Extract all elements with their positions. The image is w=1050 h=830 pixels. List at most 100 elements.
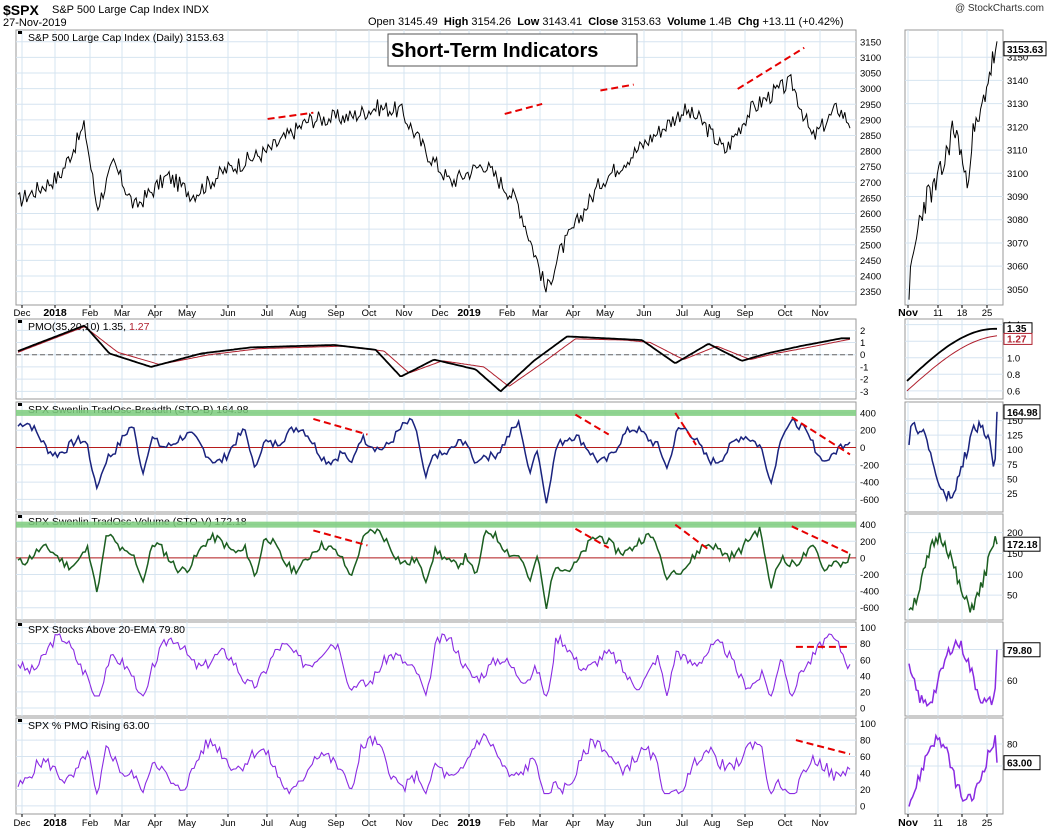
x-axis-label-top: Sep [328, 308, 345, 319]
x-axis-label-bottom: May [178, 818, 196, 829]
last-value-badge [1003, 755, 1041, 771]
last-value-badge [1003, 404, 1041, 420]
pane-5: 1008060402008060SPX % PMO Rising 63.0063… [15, 717, 1041, 815]
last-value: 63.00 [1007, 759, 1032, 770]
y-tick-label: 2350 [860, 287, 881, 298]
y-tick-label: 40 [860, 671, 871, 682]
x-axis-label-top: Nov [396, 308, 413, 319]
chart-date: 27-Nov-2019 [3, 17, 67, 29]
divergence-line [504, 102, 543, 115]
side-x-axis-label-bottom: Nov [898, 817, 918, 829]
last-value-badge [1003, 536, 1041, 552]
x-axis-label-bottom: May [596, 818, 614, 829]
side-y-tick-label: 3120 [1007, 122, 1028, 133]
y-tick-label: 0 [860, 801, 865, 812]
y-tick-label: 80 [860, 639, 871, 650]
y-tick-label: 40 [860, 768, 871, 779]
side-x-axis-label-top: 18 [957, 308, 968, 319]
x-axis-label-top: Oct [778, 308, 793, 319]
last-price-value: 3153.63 [1007, 45, 1044, 56]
x-axis-label-bottom: Jun [220, 818, 235, 829]
divergence-line [313, 418, 368, 436]
side-x-axis-label-top: 11 [933, 308, 943, 319]
oscillator-line [17, 633, 851, 698]
y-tick-label: 0 [860, 553, 865, 564]
x-axis-label-top: Apr [566, 308, 581, 319]
overbought-band [16, 409, 856, 416]
side-y-tick-label: 3050 [1007, 285, 1028, 296]
y-tick-label: 0 [860, 350, 865, 361]
y-tick-label: 2550 [860, 225, 881, 236]
x-axis-label-bottom: Sep [328, 818, 345, 829]
pane-title: PMO(35,20,10) 1.35, 1.27 [18, 320, 150, 333]
y-tick-label: 400 [860, 408, 876, 419]
x-axis-label-top: Jul [676, 308, 688, 319]
x-axis-label-top: Jul [261, 308, 273, 319]
oscillator-line [17, 526, 851, 610]
pane-title-text: SPX % PMO Rising 63.00 [28, 720, 150, 732]
x-axis-label-bottom: Nov [812, 818, 829, 829]
pane-title-text: SPX Stocks Above 20-EMA 79.80 [28, 624, 185, 636]
pane-frame [15, 621, 857, 717]
y-tick-label: 2500 [860, 240, 881, 251]
y-tick-label: 100 [860, 623, 876, 634]
x-axis-label-bottom: Feb [499, 818, 515, 829]
pane-frame [15, 513, 857, 621]
side-y-tick-label: 1.0 [1007, 353, 1020, 364]
side-y-tick-label: 80 [1007, 740, 1018, 751]
x-axis-label-top: Aug [290, 308, 307, 319]
pane-title-signal: 1.27 [126, 321, 150, 333]
y-tick-label: 2800 [860, 147, 881, 158]
y-tick-label: 200 [860, 426, 876, 437]
divergence-line [791, 416, 851, 456]
x-axis-label-bottom: Dec [14, 818, 31, 829]
side-y-tick-label: 3140 [1007, 76, 1028, 87]
last-value: 164.98 [1007, 408, 1038, 419]
x-axis-label-bottom: Jun [636, 818, 651, 829]
y-tick-label: 3150 [860, 37, 881, 48]
y-tick-label: 3100 [860, 53, 881, 64]
x-axis-label-bottom: Nov [396, 818, 413, 829]
side-y-tick-label: 3090 [1007, 192, 1028, 203]
pmo-signal-line [17, 326, 851, 387]
y-tick-label: 2950 [860, 100, 881, 111]
pmo-value: 1.35 [1007, 324, 1027, 335]
side-y-tick-label: 50 [1007, 474, 1018, 485]
y-tick-label: -600 [860, 603, 879, 614]
side-pmo-signal [906, 335, 998, 392]
y-tick-label: 0 [860, 703, 865, 714]
side-y-tick-label: 3080 [1007, 215, 1028, 226]
divergence-line [795, 739, 851, 756]
watermark: @ StockCharts.com [954, 3, 1044, 14]
y-tick-label: 2850 [860, 131, 881, 142]
instrument-name: S&P 500 Large Cap Index INDX [52, 4, 209, 16]
x-axis-label-bottom: Apr [566, 818, 581, 829]
side-y-tick-label: 150 [1007, 549, 1023, 560]
side-frame [904, 318, 1004, 400]
x-axis-label-bottom: 2019 [457, 817, 481, 829]
title-marker [18, 719, 22, 722]
side-y-tick-label: 50 [1007, 591, 1018, 602]
y-tick-label: 20 [860, 687, 871, 698]
y-tick-label: 2600 [860, 209, 881, 220]
x-axis-label-bottom: Oct [778, 818, 793, 829]
side-y-tick-label: 3100 [1007, 169, 1028, 180]
y-tick-label: 2 [860, 326, 865, 337]
side-y-tick-label: 3070 [1007, 238, 1028, 249]
title-marker [18, 623, 22, 626]
y-tick-label: 200 [860, 537, 876, 548]
ohlc-readout: Open 3145.49 High 3154.26 Low 3143.41 Cl… [368, 16, 844, 28]
x-axis-label-top: Aug [704, 308, 721, 319]
divergence-line [574, 527, 610, 549]
pane-title: S&P 500 Large Cap Index (Daily) 3153.63 [18, 31, 224, 44]
x-axis-label-top: Dec [14, 308, 31, 319]
side-y-tick-label: 75 [1007, 460, 1018, 471]
last-value-badge [1003, 642, 1041, 658]
x-axis-label-bottom: Mar [114, 818, 130, 829]
y-tick-label: 2400 [860, 272, 881, 283]
pane-0: 3150 3100 3050 3000 2950 2900 2850 2800 2750 2700… [15, 29, 1047, 306]
side-y-tick-label: 0.6 [1007, 386, 1020, 397]
side-y-tick-label: 3060 [1007, 262, 1028, 273]
side-y-tick-label: 3130 [1007, 99, 1028, 110]
